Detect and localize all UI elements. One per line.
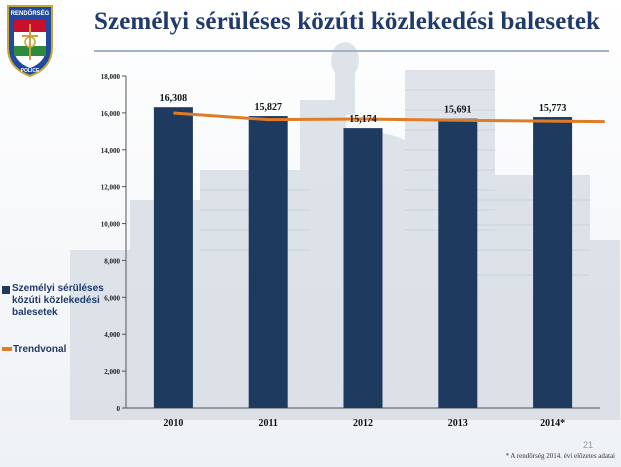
- data-label: 15,174: [349, 114, 377, 125]
- bar: [248, 116, 288, 409]
- y-tick-label: 2,000: [104, 368, 120, 376]
- x-tick-label: 2012: [353, 418, 373, 429]
- data-label: 15,827: [254, 102, 282, 113]
- footnote: * A rendőrség 2014. évi előzetes adatai: [505, 452, 615, 460]
- trend-line: [173, 111, 605, 124]
- x-tick-label: 2013: [448, 418, 468, 429]
- y-tick-label: 10,000: [101, 221, 121, 229]
- legend-label-bars-line3: balesetek: [12, 307, 58, 318]
- y-tick-label: 0: [117, 405, 121, 413]
- data-label: 15,773: [539, 103, 567, 114]
- x-tick-label: 2014*: [540, 418, 565, 429]
- x-tick-label: 2010: [163, 418, 183, 429]
- bar: [533, 117, 573, 408]
- legend-swatch-trend: [2, 347, 12, 351]
- y-tick-label: 16,000: [101, 110, 121, 118]
- logo-bottom-text: POLICE: [21, 68, 40, 74]
- bar: [438, 118, 478, 408]
- data-label: 15,691: [444, 105, 472, 116]
- page-number: 21: [583, 440, 594, 450]
- y-tick-label: 14,000: [101, 147, 121, 155]
- y-tick-label: 18,000: [101, 73, 121, 81]
- bar: [153, 107, 193, 408]
- y-tick-label: 4,000: [104, 331, 120, 339]
- legend-label-bars-line1: Személyi sérüléses: [12, 283, 104, 294]
- legend-label-bars-line2: közúti közlekedési: [12, 295, 100, 306]
- legend-label-bars: Személyi sérüléses közúti közlekedési ba…: [12, 283, 104, 319]
- data-label: 16,308: [160, 93, 188, 104]
- legend-label-trend: Trendvonal: [13, 344, 67, 355]
- title-divider: [94, 50, 609, 52]
- y-tick-label: 8,000: [104, 257, 120, 265]
- police-badge-logo: RENDŐRSÉG POLICE: [7, 5, 53, 78]
- logo-top-text: RENDŐRSÉG: [11, 9, 50, 17]
- y-tick-label: 6,000: [104, 294, 120, 302]
- page-title: Személyi sérüléses közúti közlekedési ba…: [94, 8, 601, 35]
- legend-swatch-bars: [2, 286, 10, 294]
- y-tick-label: 12,000: [101, 184, 121, 192]
- x-tick-label: 2011: [258, 418, 277, 429]
- bar: [343, 128, 383, 408]
